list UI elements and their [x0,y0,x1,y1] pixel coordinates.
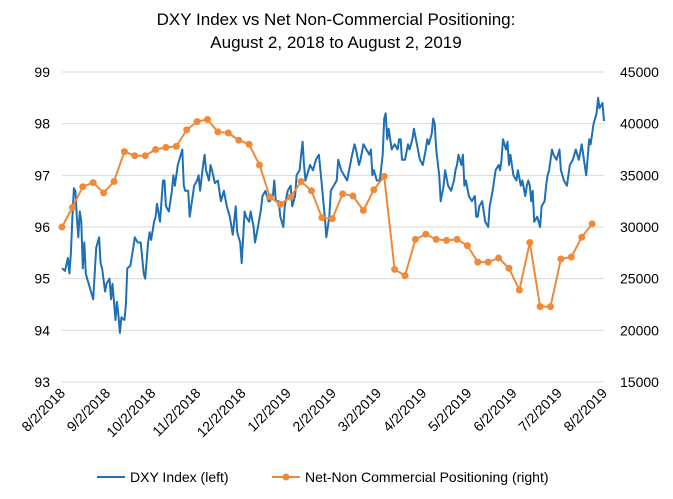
right-tick-label: 40000 [620,116,659,132]
series-marker [557,255,565,263]
series-marker [183,126,191,134]
series-marker [193,118,201,126]
series-marker [536,303,544,311]
series-marker [256,161,263,169]
x-tick-label: 8/2/2018 [18,385,68,435]
series-marker [245,140,253,148]
x-tick-label: 3/2/2019 [334,385,384,435]
left-tick-label: 93 [34,374,50,390]
series-1 [58,116,596,311]
series-marker [391,265,399,273]
series-marker [172,142,180,150]
series-marker [79,183,87,191]
series-marker [422,230,430,238]
x-tick-label: 10/2/2018 [103,385,159,441]
series-marker [588,220,596,228]
series-marker [131,152,139,160]
right-tick-label: 30000 [620,219,659,235]
series-marker [453,235,461,243]
series-marker [495,254,503,262]
chart-title-line-2: August 2, 2018 to August 2, 2019 [210,33,461,52]
left-tick-label: 95 [34,271,50,287]
series-marker [432,235,440,243]
x-tick-label: 1/2/2019 [244,385,294,435]
series-marker [297,178,305,185]
plot-area [58,96,605,334]
left-tick-label: 98 [34,116,50,132]
series-marker [328,215,336,223]
series-marker [162,143,170,151]
series-marker [58,223,66,231]
series-marker [308,187,315,195]
series-marker [68,203,76,211]
series-marker [359,207,367,214]
series-marker [235,136,243,144]
series-marker [287,193,295,201]
right-tick-label: 20000 [620,322,659,338]
x-tick-label: 2/2/2019 [289,385,339,435]
series-marker [339,190,347,198]
series-marker [370,186,378,194]
series-marker [224,129,232,137]
x-tick-label: 5/2/2019 [425,385,475,435]
series-marker [547,303,554,311]
series-marker [380,172,388,180]
series-marker [401,272,409,280]
series-line-0 [61,96,605,334]
series-marker [89,179,97,187]
series-marker [411,235,419,243]
series-marker [276,200,284,208]
left-tick-label: 96 [34,219,50,235]
series-marker [349,192,357,200]
series-marker [505,264,513,272]
x-tick-label: 7/2/2019 [515,385,565,435]
series-marker [214,128,222,136]
series-marker [484,258,492,266]
right-axis: 15000 20000 25000 30000 35000 40000 45000 [620,64,659,390]
series-marker [318,214,326,222]
series-marker [141,152,149,160]
legend-label-dxy: DXY Index (left) [130,469,229,485]
series-0 [61,96,605,334]
series-marker [100,189,108,197]
right-tick-label: 35000 [620,167,659,183]
series-marker [443,236,451,244]
gridlines [62,71,604,383]
chart-title-line-1: DXY Index vs Net Non-Commercial Position… [157,10,516,29]
legend-marker-positioning [282,473,290,481]
series-marker [515,286,523,294]
series-marker [526,239,534,246]
series-marker [152,146,160,153]
left-tick-label: 97 [34,167,50,183]
x-tick-label: 4/2/2019 [380,385,430,435]
left-tick-label: 99 [34,64,50,80]
x-axis: 8/2/20189/2/201810/2/201811/2/201812/2/2… [18,385,610,441]
x-tick-label: 6/2/2019 [470,385,520,435]
x-tick-label: 8/2/2019 [560,385,610,435]
legend: DXY Index (left) Net-Non Commercial Posi… [97,469,549,485]
legend-label-positioning: Net-Non Commercial Positioning (right) [305,469,549,485]
series-marker [578,233,586,241]
right-tick-label: 15000 [620,374,659,390]
series-marker [474,258,482,266]
left-tick-label: 94 [34,322,50,338]
x-tick-label: 12/2/2018 [193,385,249,441]
right-tick-label: 25000 [620,271,659,287]
series-marker [110,178,118,185]
series-marker [120,148,128,156]
left-axis: 93 94 95 96 97 98 99 [34,64,50,390]
series-line-1 [61,118,593,308]
right-tick-label: 45000 [620,64,659,80]
series-marker [463,242,471,250]
series-marker [204,116,211,123]
series-marker [567,253,575,261]
series-marker [266,193,274,201]
